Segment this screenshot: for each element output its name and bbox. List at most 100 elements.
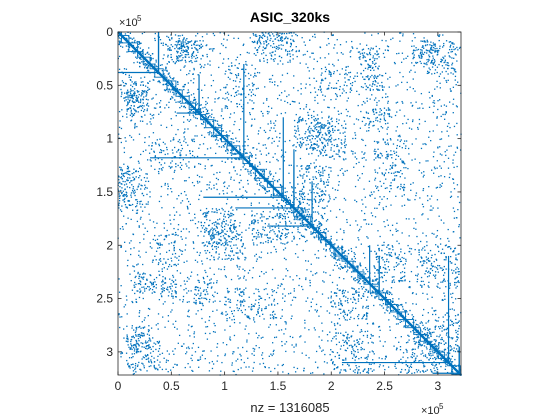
block-nonzero: [216, 243, 219, 245]
block-nonzero: [127, 98, 129, 100]
near-diagonal-nonzero: [190, 107, 192, 109]
near-diagonal-nonzero: [346, 271, 348, 273]
sparse-nonzero: [326, 362, 328, 364]
block-nonzero: [222, 209, 224, 211]
block-nonzero: [226, 313, 229, 315]
sparse-nonzero: [387, 266, 390, 268]
block-nonzero: [315, 171, 318, 173]
block-nonzero: [330, 295, 332, 297]
sparse-nonzero: [354, 344, 356, 346]
sparse-nonzero: [253, 348, 256, 350]
block-nonzero: [287, 61, 289, 63]
sparse-nonzero: [293, 101, 295, 103]
sparse-nonzero: [439, 186, 441, 189]
sparse-nonzero: [428, 71, 430, 74]
sparse-nonzero: [197, 88, 199, 90]
block-nonzero: [317, 136, 319, 138]
block-nonzero: [340, 142, 342, 144]
block-nonzero: [178, 40, 180, 42]
block-nonzero: [436, 355, 438, 357]
sparse-nonzero: [151, 53, 154, 55]
block-nonzero: [231, 238, 234, 241]
near-diagonal-nonzero: [412, 326, 414, 328]
block-nonzero: [430, 335, 432, 337]
sparse-nonzero: [118, 55, 121, 58]
near-diagonal-nonzero: [213, 117, 215, 119]
block-nonzero: [258, 47, 260, 49]
sparse-nonzero: [226, 39, 228, 41]
near-diagonal-nonzero: [190, 109, 193, 112]
near-diagonal-nonzero: [214, 119, 216, 121]
block-nonzero: [403, 142, 405, 145]
near-diagonal-nonzero: [451, 361, 454, 363]
block-nonzero: [332, 128, 334, 130]
block-nonzero: [133, 344, 135, 346]
block-nonzero: [368, 66, 371, 68]
block-nonzero: [428, 354, 430, 356]
sparse-nonzero: [396, 347, 398, 350]
near-diagonal-nonzero: [329, 240, 331, 243]
sparse-nonzero: [168, 249, 171, 252]
near-diagonal-nonzero: [144, 53, 147, 56]
sparse-nonzero: [220, 231, 223, 233]
near-diagonal-nonzero: [180, 105, 183, 107]
block-nonzero: [421, 265, 423, 267]
block-nonzero: [345, 337, 348, 339]
block-nonzero: [256, 236, 258, 238]
block-nonzero: [221, 223, 223, 225]
sparse-nonzero: [161, 291, 163, 293]
block-nonzero: [272, 40, 274, 43]
block-nonzero: [302, 222, 304, 224]
block-nonzero: [434, 49, 436, 52]
block-nonzero: [379, 157, 382, 159]
block-nonzero: [389, 164, 392, 167]
block-nonzero: [421, 285, 423, 287]
block-nonzero: [380, 272, 382, 274]
block-nonzero: [127, 173, 130, 175]
block-nonzero: [178, 255, 180, 258]
block-nonzero: [262, 57, 265, 60]
near-diagonal-nonzero: [357, 266, 359, 269]
block-nonzero: [394, 252, 396, 254]
block-nonzero: [358, 365, 360, 368]
block-nonzero: [229, 228, 231, 230]
block-nonzero: [218, 242, 220, 245]
block-nonzero: [199, 40, 201, 42]
near-diagonal-nonzero: [426, 343, 428, 345]
block-nonzero: [387, 142, 389, 144]
block-nonzero: [337, 129, 339, 131]
block-nonzero: [422, 46, 424, 48]
block-nonzero: [449, 282, 451, 285]
block-nonzero: [143, 105, 145, 107]
block-nonzero: [419, 371, 422, 373]
block-nonzero: [375, 77, 378, 79]
block-nonzero: [254, 215, 256, 217]
sparse-nonzero: [336, 265, 339, 267]
block-nonzero: [141, 104, 143, 107]
near-diagonal-nonzero: [256, 169, 259, 171]
sparse-nonzero: [455, 348, 458, 350]
block-nonzero: [300, 120, 303, 122]
block-nonzero: [452, 42, 454, 44]
near-diagonal-nonzero: [315, 219, 317, 221]
block-nonzero: [130, 343, 132, 345]
block-nonzero: [417, 273, 419, 275]
block-nonzero: [280, 36, 282, 39]
sparse-nonzero: [332, 269, 334, 271]
block-nonzero: [295, 208, 297, 210]
block-nonzero: [137, 170, 140, 173]
block-nonzero: [335, 292, 338, 294]
sparse-nonzero: [420, 54, 422, 56]
block-nonzero: [320, 131, 322, 133]
sparse-nonzero: [220, 43, 223, 45]
block-nonzero: [272, 238, 274, 240]
sparse-nonzero: [297, 256, 299, 258]
block-nonzero: [427, 321, 429, 323]
block-nonzero: [340, 312, 342, 314]
block-nonzero: [220, 212, 222, 215]
block-nonzero: [334, 364, 336, 366]
block-nonzero: [328, 132, 331, 134]
chart-title: ASIC_320ks: [250, 9, 330, 25]
block-nonzero: [353, 349, 355, 352]
block-nonzero: [352, 307, 354, 309]
